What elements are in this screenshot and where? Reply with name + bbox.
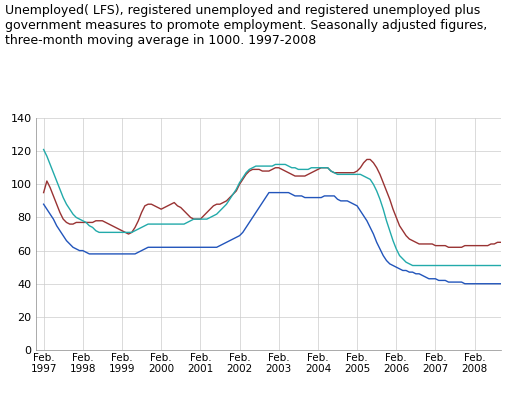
- Text: Unemployed( LFS), registered unemployed and registered unemployed plus
governmen: Unemployed( LFS), registered unemployed …: [5, 4, 487, 47]
